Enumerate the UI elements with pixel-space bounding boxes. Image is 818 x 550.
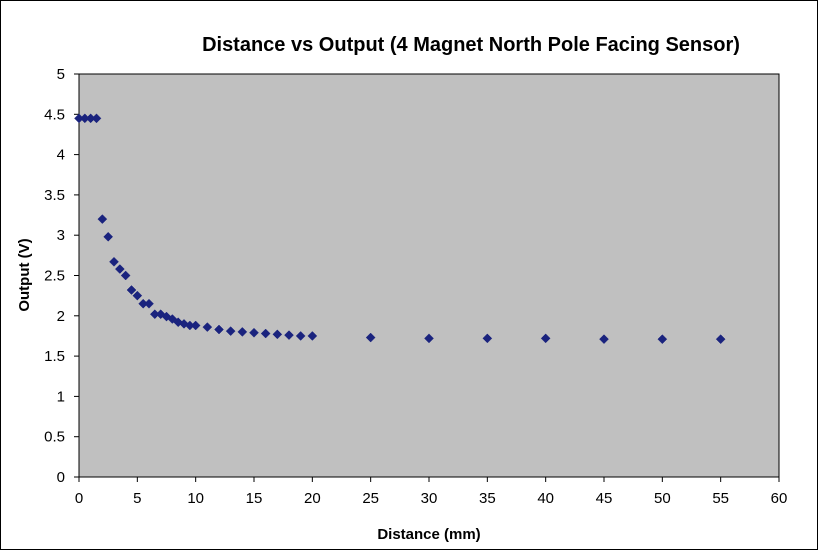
y-tick-label: 0 bbox=[57, 469, 65, 486]
data-point bbox=[225, 326, 236, 336]
data-point bbox=[307, 331, 318, 341]
data-point bbox=[97, 214, 108, 224]
x-tick-label: 20 bbox=[304, 490, 321, 507]
data-point bbox=[295, 331, 306, 341]
data-point bbox=[237, 327, 248, 337]
data-point bbox=[132, 290, 143, 301]
data-point bbox=[249, 327, 259, 338]
data-point bbox=[482, 333, 493, 344]
data-point bbox=[202, 322, 213, 332]
y-tick-label: 2.5 bbox=[44, 268, 65, 285]
data-point bbox=[190, 320, 201, 331]
x-tick-label: 40 bbox=[537, 490, 554, 507]
data-point bbox=[260, 328, 271, 339]
data-point bbox=[103, 231, 114, 242]
data-point bbox=[126, 285, 137, 295]
x-tick-label: 10 bbox=[187, 490, 204, 507]
y-tick-label: 5 bbox=[57, 66, 65, 83]
x-tick-label: 50 bbox=[654, 490, 671, 507]
data-point bbox=[109, 256, 119, 267]
data-point bbox=[599, 334, 609, 345]
data-point bbox=[272, 329, 283, 340]
data-point bbox=[144, 298, 154, 309]
x-tick-label: 25 bbox=[362, 490, 379, 507]
x-tick-label: 30 bbox=[421, 490, 438, 507]
data-point bbox=[657, 334, 668, 345]
data-point bbox=[540, 333, 551, 344]
data-series bbox=[74, 113, 726, 345]
x-axis: 0 5 10 15 20 25 30 35 40 45 50 55 60 bbox=[75, 477, 788, 507]
chart-title: Distance vs Output (4 Magnet North Pole … bbox=[202, 34, 740, 56]
data-point bbox=[214, 324, 224, 335]
x-tick-label: 5 bbox=[133, 490, 141, 507]
y-tick-label: 4.5 bbox=[44, 106, 65, 123]
x-tick-label: 0 bbox=[75, 490, 83, 507]
y-tick-label: 0.5 bbox=[44, 429, 65, 446]
y-axis-title: Output (V) bbox=[16, 238, 33, 311]
x-tick-label: 60 bbox=[771, 490, 788, 507]
y-tick-label: 3 bbox=[57, 227, 65, 244]
x-tick-label: 45 bbox=[596, 490, 613, 507]
y-tick-label: 3.5 bbox=[44, 187, 65, 204]
y-tick-label: 4 bbox=[57, 147, 65, 164]
x-axis-title: Distance (mm) bbox=[377, 526, 480, 543]
y-tick-label: 1 bbox=[57, 388, 65, 405]
plot-area bbox=[78, 73, 780, 478]
data-point bbox=[91, 113, 102, 124]
data-point bbox=[424, 333, 434, 344]
x-tick-label: 35 bbox=[479, 490, 496, 507]
data-point bbox=[114, 264, 125, 274]
x-tick-label: 15 bbox=[246, 490, 263, 507]
y-tick-label: 1.5 bbox=[44, 348, 65, 365]
y-axis: 0 0.5 1 1.5 2 2.5 3 3.5 4 4.5 5 bbox=[44, 66, 79, 486]
data-point bbox=[284, 330, 294, 340]
x-tick-label: 55 bbox=[712, 490, 729, 507]
data-point bbox=[715, 334, 726, 345]
data-point bbox=[365, 332, 376, 343]
y-tick-label: 2 bbox=[57, 308, 65, 325]
data-point bbox=[120, 270, 131, 281]
